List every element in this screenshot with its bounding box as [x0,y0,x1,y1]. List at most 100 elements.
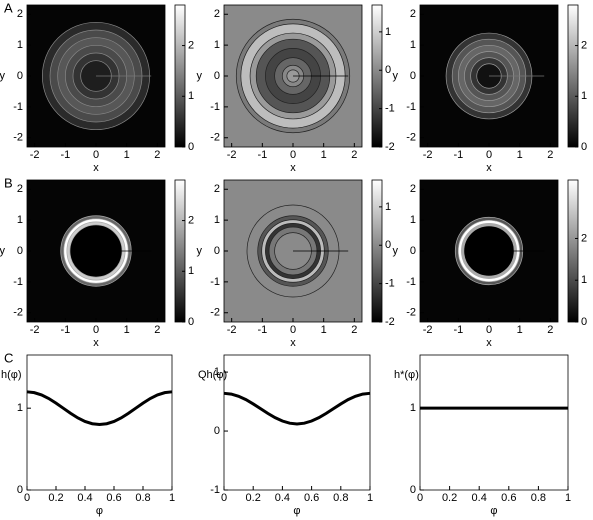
colorbar-tick-label: -2 [385,316,395,328]
x-tick-label: 0 [24,492,30,504]
x-tick-label: 1 [321,149,327,161]
colorbar-tick-label: 2 [188,39,194,51]
x-axis-label: φ [490,505,497,517]
y-tick-label: 1 [410,402,416,414]
y-tick-label: 2 [410,183,416,195]
x-tick-label: -1 [60,149,70,161]
panel-label: C [4,350,13,365]
x-tick-label: 0.8 [135,492,150,504]
y-tick-label: 1 [214,214,220,226]
y-tick-label: 2 [17,183,23,195]
y-axis-label: y [197,245,203,257]
x-tick-label: 0 [221,492,227,504]
y-axis-label: y [0,70,6,82]
y-tick-label: 1 [17,39,23,51]
y-tick-label: 1 [410,39,416,51]
panel-label: B [4,175,13,190]
y-axis-label: Qh(φ) [198,369,227,381]
y-tick-label: -2 [406,132,416,144]
x-tick-label: 0 [290,324,296,336]
x-tick-label: 0.6 [501,492,516,504]
x-tick-label: 2 [547,149,553,161]
y-tick-label: -2 [406,307,416,319]
panel: 0 1 2 -2 -1 0 1 2 -2 -1 0 1 2 x y [393,179,587,349]
x-tick-label: 0.6 [304,492,319,504]
x-tick-label: -1 [257,324,267,336]
x-tick-label: 2 [154,149,160,161]
x-tick-label: -2 [423,149,433,161]
y-tick-label: -1 [406,101,416,113]
x-tick-label: 1 [367,492,373,504]
x-tick-label: 0.4 [275,492,290,504]
x-tick-label: 0 [93,324,99,336]
y-tick-label: 2 [17,8,23,20]
y-axis-label: y [0,245,6,257]
y-axis-label: y [393,245,399,257]
colorbar [371,179,383,323]
x-axis-label: φ [293,505,300,517]
plot-frame [419,354,569,491]
x-tick-label: -2 [423,324,433,336]
x-tick-label: -1 [453,324,463,336]
y-axis-label: h*(φ) [394,369,419,381]
colorbar-tick-label: 0 [188,316,194,328]
x-axis-label: φ [96,505,103,517]
x-axis-label: x [93,162,99,174]
y-axis-label: y [197,70,203,82]
colorbar [174,179,186,323]
x-tick-label: 2 [351,149,357,161]
x-tick-label: 0.2 [48,492,63,504]
x-tick-label: 1 [565,492,571,504]
x-tick-label: 1 [517,149,523,161]
line-series [26,390,173,427]
y-tick-label: -1 [210,484,220,496]
panel: -2 -1 0 1 -2 -1 0 1 2 -2 -1 0 1 2 x y [197,4,395,174]
y-tick-label: 2 [214,183,220,195]
panel: -2 -1 0 1 -2 -1 0 1 2 -2 -1 0 1 2 x y [197,179,395,349]
panel: B 0 1 2 -2 -1 0 1 2 -2 -1 0 1 2 x y [0,175,194,348]
y-tick-label: 0 [410,484,416,496]
colorbar-tick-label: -2 [385,141,395,153]
x-tick-label: 0.4 [472,492,487,504]
panel: A 0 1 2 -2 -1 0 1 2 -2 -1 0 1 2 x y [0,0,194,173]
y-axis-label: h(φ) [1,369,22,381]
plot-frame [26,354,173,491]
x-tick-label: 2 [154,324,160,336]
x-tick-label: 0 [486,149,492,161]
x-tick-label: -2 [227,149,237,161]
y-tick-label: -1 [406,276,416,288]
y-tick-label: -2 [210,132,220,144]
x-tick-label: 2 [547,324,553,336]
y-tick-label: 0 [214,70,220,82]
colorbar-tick-label: 1 [188,265,194,277]
panel-label: A [4,0,13,15]
x-tick-label: -2 [30,149,40,161]
x-tick-label: 0 [290,149,296,161]
x-axis-label: x [486,162,492,174]
y-tick-label: -2 [13,132,23,144]
y-tick-label: -2 [210,307,220,319]
colorbar-tick-label: 0 [385,239,391,251]
x-axis-label: x [290,337,296,349]
panel: 0 1 2 -2 -1 0 1 2 -2 -1 0 1 2 x y [393,4,587,174]
y-tick-label: 1 [17,214,23,226]
colorbar-tick-label: 0 [188,141,194,153]
y-tick-label: 2 [214,8,220,20]
x-tick-label: 1 [321,324,327,336]
x-tick-label: 1 [124,324,130,336]
y-tick-label: -1 [210,101,220,113]
colorbar-tick-label: 0 [385,64,391,76]
plot-background [27,355,172,490]
y-tick-label: 0 [17,245,23,257]
x-tick-label: -2 [227,324,237,336]
x-tick-label: 0.2 [246,492,261,504]
colorbar-tick-label: 0 [581,141,587,153]
colorbar [567,179,579,323]
y-tick-label: 1 [214,39,220,51]
y-tick-label: 0 [410,70,416,82]
x-tick-label: -1 [453,149,463,161]
x-tick-label: 0.4 [77,492,92,504]
y-tick-label: 0 [410,245,416,257]
x-axis-label: x [290,162,296,174]
